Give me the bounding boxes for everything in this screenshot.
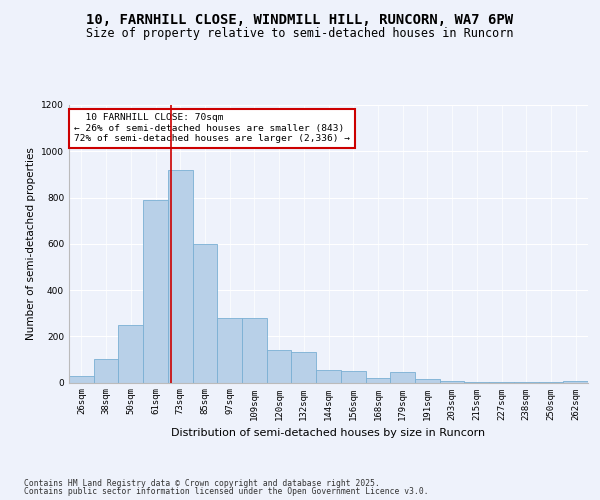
Text: 10, FARNHILL CLOSE, WINDMILL HILL, RUNCORN, WA7 6PW: 10, FARNHILL CLOSE, WINDMILL HILL, RUNCO… [86, 12, 514, 26]
Bar [563, 380, 588, 382]
Bar [415, 379, 440, 382]
Text: Contains HM Land Registry data © Crown copyright and database right 2025.: Contains HM Land Registry data © Crown c… [24, 478, 380, 488]
Bar [365, 378, 390, 382]
Bar [118, 324, 143, 382]
Bar [94, 360, 118, 382]
Text: 10 FARNHILL CLOSE: 70sqm
← 26% of semi-detached houses are smaller (843)
72% of : 10 FARNHILL CLOSE: 70sqm ← 26% of semi-d… [74, 114, 350, 143]
Bar [143, 200, 168, 382]
Bar [267, 350, 292, 382]
Bar [292, 352, 316, 382]
Bar [193, 244, 217, 382]
Bar [316, 370, 341, 382]
Text: Contains public sector information licensed under the Open Government Licence v3: Contains public sector information licen… [24, 487, 428, 496]
Bar [217, 318, 242, 382]
Bar [390, 372, 415, 382]
Bar [242, 318, 267, 382]
Text: Size of property relative to semi-detached houses in Runcorn: Size of property relative to semi-detach… [86, 28, 514, 40]
Bar [168, 170, 193, 382]
Y-axis label: Number of semi-detached properties: Number of semi-detached properties [26, 148, 35, 340]
X-axis label: Distribution of semi-detached houses by size in Runcorn: Distribution of semi-detached houses by … [172, 428, 485, 438]
Bar [69, 376, 94, 382]
Bar [440, 380, 464, 382]
Bar [341, 371, 365, 382]
